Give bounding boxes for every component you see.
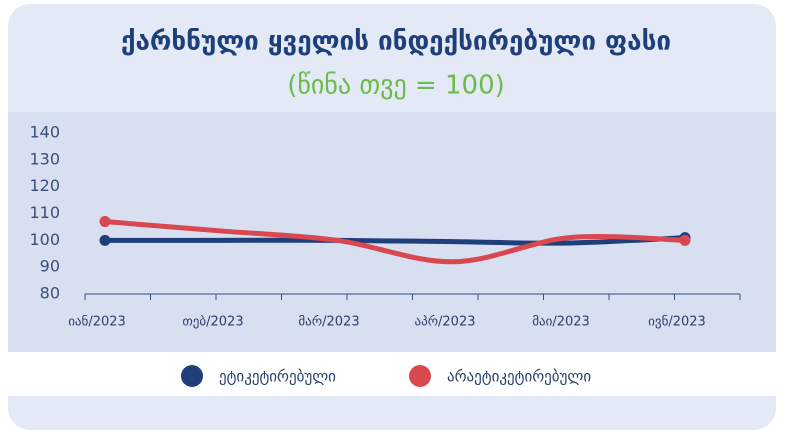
legend-marker [181, 365, 203, 387]
x-tick-label: ივნ/2023 [648, 315, 706, 330]
x-tick-label: მაი/2023 [532, 315, 590, 330]
point-marker [99, 234, 111, 246]
y-tick-label: 130 [29, 149, 60, 168]
point-marker [99, 216, 111, 228]
legend-band [8, 352, 776, 396]
chart-subtitle: (წინა თვე = 100) [287, 71, 505, 101]
y-tick-label: 140 [29, 123, 60, 142]
point-marker [679, 234, 691, 246]
y-tick-label: 90 [40, 257, 60, 276]
plot-panel [8, 112, 776, 352]
legend-label: ეტიკეტირებული [219, 368, 336, 386]
series-line [102, 235, 688, 246]
y-tick-label: 120 [29, 176, 60, 195]
series-line [102, 219, 688, 265]
chart-title: ქარხნული ყველის ინდექსირებული ფასი [121, 27, 671, 57]
y-tick-label: 80 [40, 284, 60, 303]
legend-label: არაეტიკეტირებული [447, 368, 591, 386]
x-tick-label: თებ/2023 [182, 315, 243, 330]
x-tick-label: მარ/2023 [298, 315, 359, 330]
x-tick-label: აპრ/2023 [414, 315, 475, 330]
x-tick-label: იან/2023 [68, 315, 126, 330]
legend-marker [409, 365, 431, 387]
y-tick-label: 110 [29, 203, 60, 222]
y-tick-label: 100 [29, 230, 60, 249]
